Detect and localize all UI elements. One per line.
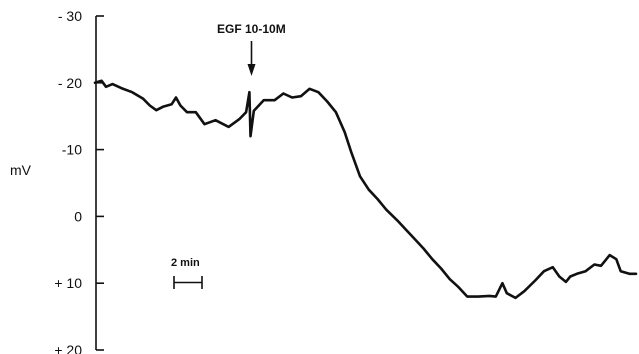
y-axis <box>95 15 104 351</box>
y-tick-label: - 20 <box>58 75 82 91</box>
time-scale-label: 2 min <box>171 257 200 269</box>
y-axis-label: mV <box>10 162 32 178</box>
time-scale-bar: 2 min <box>171 257 203 289</box>
y-tick-label: -10 <box>62 142 82 158</box>
y-tick-labels: - 30 - 20 -10 0 + 10 + 20 <box>54 8 82 354</box>
y-tick-label: - 30 <box>58 8 82 24</box>
membrane-potential-line <box>93 79 638 300</box>
y-tick-label: + 10 <box>54 275 82 291</box>
egf-annotation-label: EGF 10-10M <box>217 22 286 36</box>
down-arrow-head-icon <box>247 64 256 76</box>
y-tick-label: + 20 <box>54 342 82 354</box>
time-scale-line <box>173 276 203 289</box>
egf-annotation: EGF 10-10M <box>217 22 286 76</box>
y-tick-label: 0 <box>74 208 82 224</box>
